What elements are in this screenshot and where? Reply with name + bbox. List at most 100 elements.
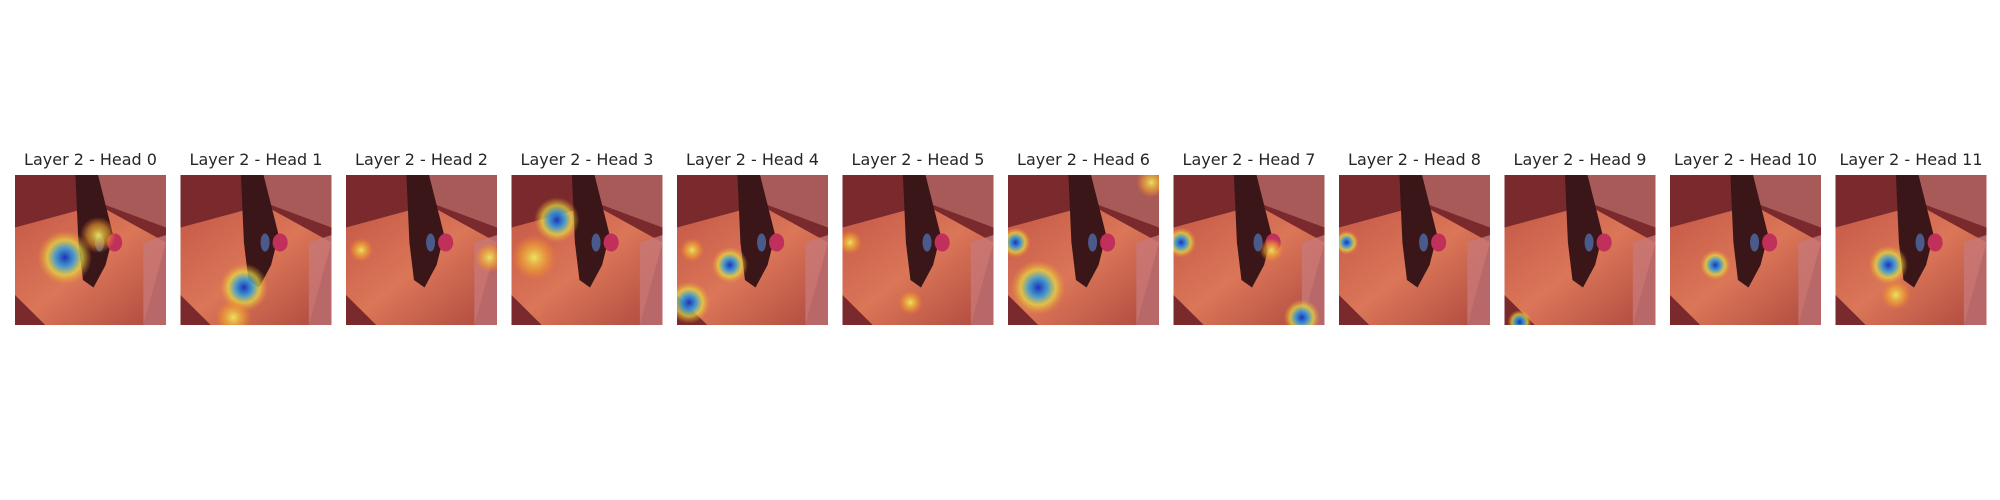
wall: [1572, 175, 1656, 228]
heat-spot: [1868, 245, 1908, 285]
panel: Layer 2 - Head 5: [842, 150, 994, 325]
heat-spot: [1880, 279, 1911, 311]
object: [757, 233, 767, 252]
cabinet: [308, 235, 332, 325]
wall: [1241, 175, 1325, 228]
heat-spot: [1339, 230, 1359, 255]
heat-spot: [1259, 237, 1284, 263]
object: [1088, 233, 1098, 252]
heat-spot: [1008, 227, 1031, 258]
figure: [1564, 175, 1603, 288]
object: [591, 233, 601, 252]
heat-spot: [534, 197, 580, 243]
heatmap-image: [1504, 175, 1656, 325]
panel: Layer 2 - Head 11: [1835, 150, 1987, 325]
panel: Layer 2 - Head 9: [1504, 150, 1656, 325]
heatmap-image: [15, 175, 166, 325]
panel-title: Layer 2 - Head 0: [24, 150, 157, 169]
figure: [1233, 175, 1272, 288]
panel-title: Layer 2 - Head 11: [1839, 150, 1982, 169]
object: [1927, 233, 1943, 252]
object: [260, 233, 270, 252]
object: [1915, 233, 1925, 252]
heat-spot: [1283, 299, 1320, 325]
heat-spot: [1173, 227, 1197, 258]
heatmap-image: [1835, 175, 1987, 325]
wall: [82, 175, 166, 228]
panel-title: Layer 2 - Head 8: [1348, 150, 1481, 169]
heat-spot: [680, 237, 705, 263]
figure: [240, 175, 279, 288]
heatmap-image: [842, 175, 994, 325]
heat-spot: [474, 242, 497, 273]
panel: Layer 2 - Head 3: [511, 150, 663, 325]
wall: [579, 175, 663, 228]
heat-spot: [349, 237, 374, 263]
heatmap-image: [346, 175, 497, 325]
object: [1596, 233, 1612, 252]
panel: Layer 2 - Head 7: [1173, 150, 1325, 325]
cabinet: [805, 235, 828, 325]
heatmap-image: [1339, 175, 1490, 325]
panel-title: Layer 2 - Head 2: [355, 150, 488, 169]
figure: [1068, 175, 1107, 288]
heatmap-image: [511, 175, 663, 325]
wall: [1406, 175, 1490, 228]
heat-spot: [37, 230, 93, 285]
panel-title: Layer 2 - Head 6: [1017, 150, 1150, 169]
object: [922, 233, 932, 252]
wall: [413, 175, 497, 228]
object: [934, 233, 950, 252]
heatmap-image: [180, 175, 332, 325]
object: [1762, 233, 1778, 252]
cabinet: [1798, 235, 1821, 325]
figure: [406, 175, 445, 288]
cabinet: [1963, 235, 1987, 325]
figure: [571, 175, 610, 288]
heat-spot: [79, 216, 117, 254]
object: [438, 233, 454, 252]
cabinet: [143, 235, 166, 325]
panel-title: Layer 2 - Head 9: [1514, 150, 1647, 169]
figure: [902, 175, 941, 288]
heat-spot: [1700, 249, 1731, 281]
heat-spot: [1507, 309, 1532, 325]
panel: Layer 2 - Head 1: [180, 150, 332, 325]
figure: [1730, 175, 1769, 288]
panel-title: Layer 2 - Head 3: [521, 150, 654, 169]
wall: [910, 175, 994, 228]
panel-title: Layer 2 - Head 1: [190, 150, 323, 169]
panel: Layer 2 - Head 8: [1339, 150, 1490, 325]
panel: Layer 2 - Head 6: [1008, 150, 1159, 325]
heat-spot: [1136, 175, 1159, 198]
object: [1100, 233, 1116, 252]
object: [1584, 233, 1594, 252]
wall: [1737, 175, 1821, 228]
panel: Layer 2 - Head 4: [677, 150, 828, 325]
heatmap-image: [1670, 175, 1821, 325]
heatmap-image: [677, 175, 828, 325]
panel-title: Layer 2 - Head 7: [1183, 150, 1316, 169]
object: [1431, 233, 1447, 252]
heat-spot: [511, 234, 557, 281]
heat-spot: [711, 246, 748, 284]
wall: [248, 175, 332, 228]
wall: [1903, 175, 1987, 228]
heat-spot: [215, 299, 252, 325]
object: [1419, 233, 1429, 252]
panel-title: Layer 2 - Head 5: [852, 150, 985, 169]
panel-title: Layer 2 - Head 4: [686, 150, 819, 169]
wall: [744, 175, 828, 228]
heatmap-image: [1008, 175, 1159, 325]
cabinet: [1136, 235, 1159, 325]
panel: Layer 2 - Head 10: [1670, 150, 1821, 325]
heat-spot: [842, 230, 863, 255]
heat-spot: [898, 290, 923, 315]
figure: [1399, 175, 1438, 288]
heat-spot: [1011, 260, 1066, 315]
object: [603, 233, 619, 252]
cabinet: [970, 235, 994, 325]
panel: Layer 2 - Head 0: [15, 150, 166, 325]
object: [1750, 233, 1760, 252]
